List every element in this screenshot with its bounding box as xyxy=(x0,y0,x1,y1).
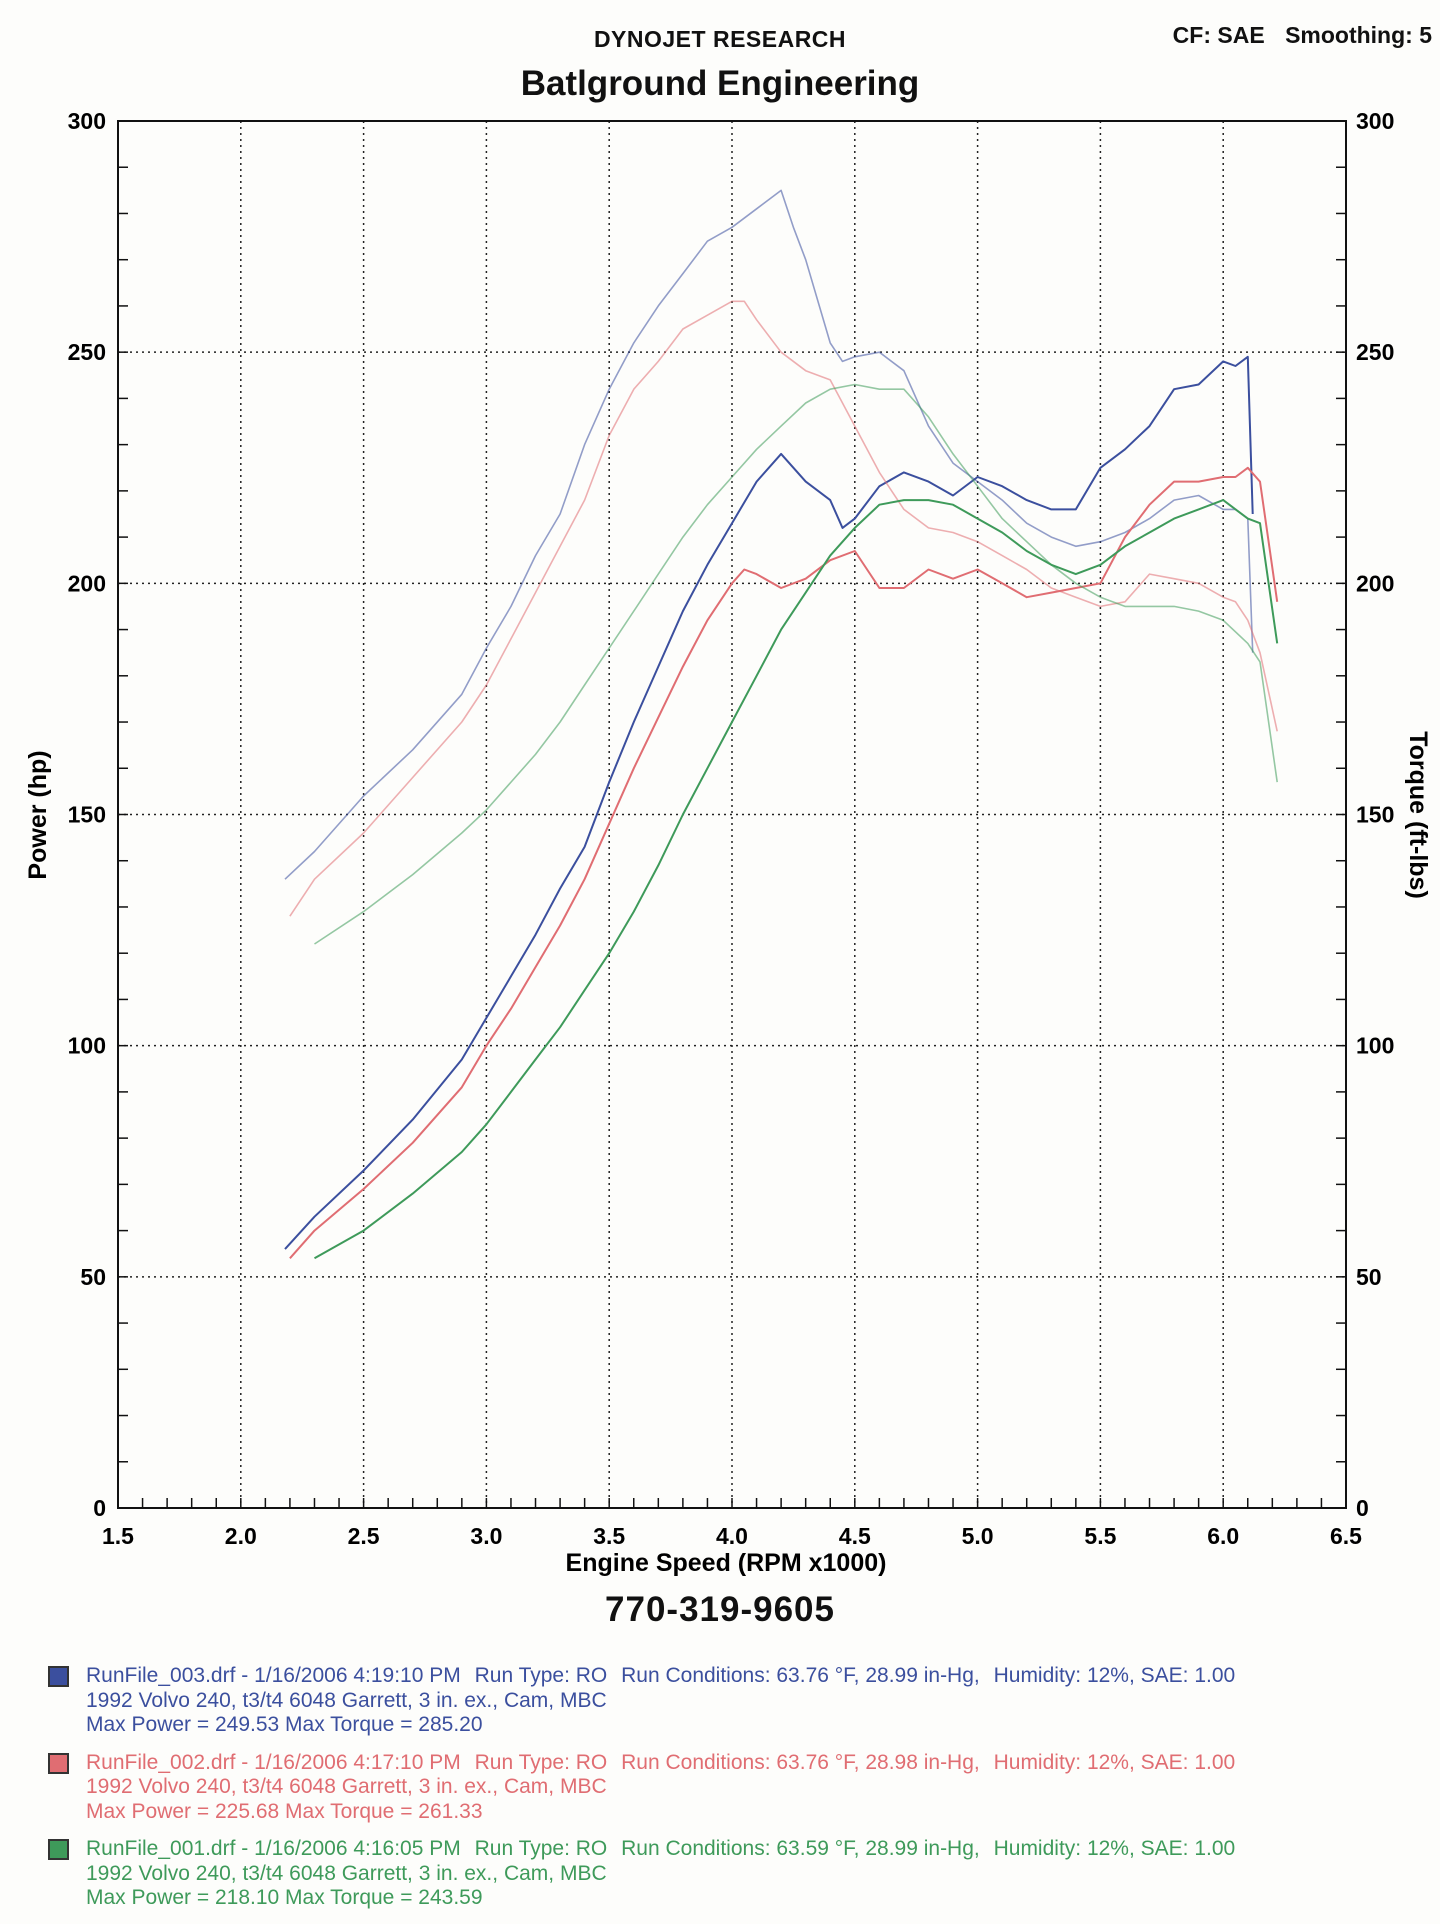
run-vehicle: 1992 Volvo 240, t3/t4 6048 Garrett, 3 in… xyxy=(86,1861,607,1885)
phone-number: 770-319-9605 xyxy=(605,1590,835,1629)
x-tick-label: 2.0 xyxy=(225,1523,257,1549)
legend-swatch xyxy=(48,1839,69,1860)
x-tick-label: 2.5 xyxy=(348,1523,380,1549)
y-tick-label: 0 xyxy=(93,1495,106,1521)
series-line-torque xyxy=(284,189,1254,880)
y2-axis-label: Torque (ft-lbs) xyxy=(1404,731,1432,899)
run-conditions: Run Conditions: 63.76 °F, 28.99 in-Hg, xyxy=(621,1664,980,1687)
run-info-line: RunFile_002.drf - 1/16/2006 4:17:10 PM R… xyxy=(86,1751,1428,1776)
legend-run-001: RunFile_001.drf - 1/16/2006 4:16:05 PM R… xyxy=(48,1837,1428,1911)
series-lines xyxy=(284,189,1279,1260)
series-line-power xyxy=(284,355,1254,1250)
legend-run-003: RunFile_003.drf - 1/16/2006 4:19:10 PM R… xyxy=(48,1664,1428,1738)
legend-swatch xyxy=(48,1752,69,1774)
legend-swatch xyxy=(48,1666,69,1687)
run-info-line: RunFile_001.drf - 1/16/2006 4:16:05 PM R… xyxy=(86,1837,1428,1862)
run-max: Max Power = 225.68 Max Torque = 261.33 xyxy=(86,1799,483,1823)
x-tick-label: 6.0 xyxy=(1207,1523,1239,1549)
y-axis-label: Power (hp) xyxy=(24,750,52,879)
series-line-torque xyxy=(289,300,1278,917)
run-info-line: RunFile_003.drf - 1/16/2006 4:19:10 PM R… xyxy=(86,1664,1428,1689)
header-settings: CF: SAE Smoothing: 5 xyxy=(1159,22,1432,49)
axis-ticks xyxy=(117,120,1347,1509)
y-tick-label: 200 xyxy=(68,570,106,596)
run-type: Run Type: RO xyxy=(474,1837,608,1860)
header-company: DYNOJET RESEARCH xyxy=(593,26,847,52)
plot-frame xyxy=(117,120,1347,1509)
run-file: RunFile_001.drf - 1/16/2006 4:16:05 PM xyxy=(86,1837,461,1860)
cf-label: CF: SAE xyxy=(1172,22,1265,48)
run-vehicle: 1992 Volvo 240, t3/t4 6048 Garrett, 3 in… xyxy=(86,1775,607,1798)
y-tick-label: 300 xyxy=(68,108,106,134)
run-max: Max Power = 249.53 Max Torque = 285.20 xyxy=(86,1713,483,1736)
y2-tick-label: 0 xyxy=(1356,1495,1369,1521)
run-vehicle: 1992 Volvo 240, t3/t4 6048 Garrett, 3 in… xyxy=(86,1688,607,1712)
series-line-torque xyxy=(314,383,1278,945)
y2-tick-label: 200 xyxy=(1356,570,1394,596)
y-tick-label: 100 xyxy=(68,1033,106,1059)
run-humidity: Humidity: 12%, SAE: 1.00 xyxy=(993,1664,1236,1687)
tick-labels: 1.5 2.0 2.5 3.0 3.5 4.0 4.5 5.0 5.5 6.0 6.50 050 501… xyxy=(68,108,1395,1549)
legend-run-002: RunFile_002.drf - 1/16/2006 4:17:10 PM R… xyxy=(48,1751,1428,1825)
x-tick-label: 5.0 xyxy=(962,1523,994,1549)
x-tick-label: 3.0 xyxy=(470,1523,502,1549)
x-tick-label: 5.5 xyxy=(1084,1523,1116,1549)
series-line-power xyxy=(314,499,1279,1260)
x-tick-label: 6.5 xyxy=(1330,1523,1362,1549)
run-max: Max Power = 218.10 Max Torque = 243.59 xyxy=(86,1886,483,1909)
run-humidity: Humidity: 12%, SAE: 1.00 xyxy=(993,1750,1236,1774)
run-conditions: Run Conditions: 63.76 °F, 28.98 in-Hg, xyxy=(621,1750,980,1774)
run-file: RunFile_003.drf - 1/16/2006 4:19:10 PM xyxy=(86,1664,461,1687)
dyno-chart: 1.5 2.0 2.5 3.0 3.5 4.0 4.5 5.0 5.5 6.0 6.50 050 501… xyxy=(24,108,1432,1577)
y2-tick-label: 300 xyxy=(1356,108,1394,134)
x-tick-label: 1.5 xyxy=(102,1523,134,1549)
run-file: RunFile_002.drf - 1/16/2006 4:17:10 PM xyxy=(86,1750,461,1774)
grid xyxy=(118,121,1346,1508)
x-tick-label: 4.0 xyxy=(716,1523,748,1549)
y-tick-label: 150 xyxy=(68,802,106,828)
y2-tick-label: 150 xyxy=(1356,802,1394,828)
y-tick-label: 50 xyxy=(80,1264,106,1290)
y2-tick-label: 250 xyxy=(1356,339,1394,365)
x-axis-label: Engine Speed (RPM x1000) xyxy=(566,1549,887,1577)
series-line-power xyxy=(289,466,1279,1259)
y2-tick-label: 50 xyxy=(1356,1264,1382,1290)
run-type: Run Type: RO xyxy=(474,1664,608,1687)
run-humidity: Humidity: 12%, SAE: 1.00 xyxy=(993,1837,1236,1860)
y-tick-label: 250 xyxy=(68,339,106,365)
run-legend: RunFile_003.drf - 1/16/2006 4:19:10 PM R… xyxy=(48,1664,1428,1924)
y2-tick-label: 100 xyxy=(1356,1033,1394,1059)
smoothing-label: Smoothing: 5 xyxy=(1285,22,1432,48)
x-tick-label: 3.5 xyxy=(593,1523,625,1549)
run-type: Run Type: RO xyxy=(474,1750,608,1774)
run-conditions: Run Conditions: 63.59 °F, 28.99 in-Hg, xyxy=(621,1837,980,1860)
x-tick-label: 4.5 xyxy=(839,1523,871,1549)
chart-title: Batlground Engineering xyxy=(520,64,920,103)
